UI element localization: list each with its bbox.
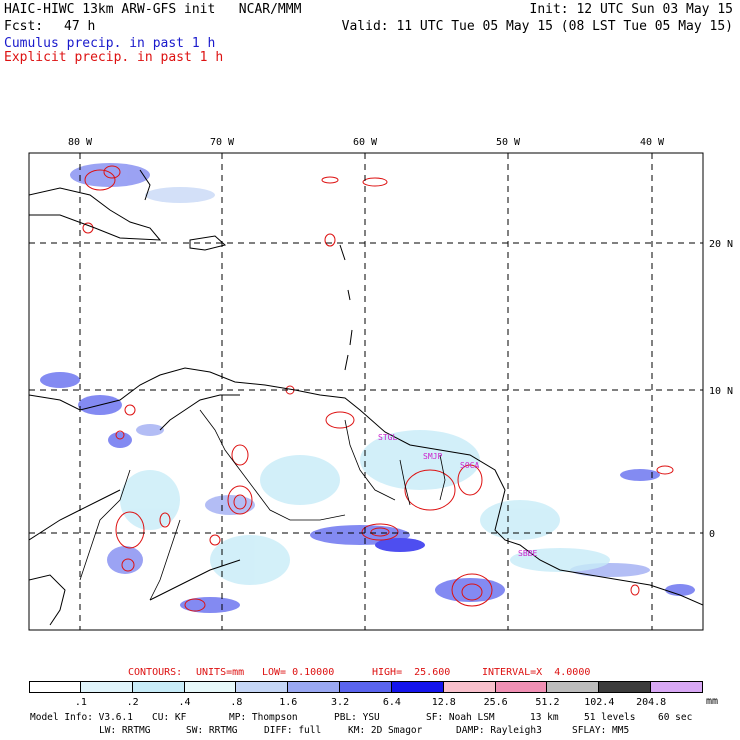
contours-label: CONTOURS: (128, 667, 183, 678)
country-borders (79, 409, 446, 601)
cumulus-legend: Cumulus precip. in past 1 h (4, 36, 216, 51)
lw-scheme: LW: RRTMG (99, 725, 151, 736)
time-step: 60 sec (658, 712, 693, 723)
explicit-precip-contours (82, 165, 674, 612)
lat-lon-grid (29, 153, 703, 630)
colorbar-label: 12.8 (431, 697, 456, 708)
lon-label: 80 W (68, 137, 93, 148)
colorbar-cell (184, 681, 237, 693)
sw-scheme: SW: RRTMG (186, 725, 238, 736)
lat-label: 0 (709, 529, 715, 540)
colorbar-cell (288, 681, 341, 693)
grid-spacing: 13 km (530, 712, 559, 723)
sf-scheme: SF: Noah LSM (426, 712, 495, 723)
lon-label: 40 W (640, 137, 665, 148)
contours-interval: INTERVAL=X 4.0000 (482, 667, 591, 678)
colorbar-cell (80, 681, 133, 693)
colorbar-cell (236, 681, 289, 693)
valid-time: Valid: 11 UTC Tue 05 May 15 (08 LST Tue … (341, 19, 733, 34)
lat-label: 10 N (709, 386, 733, 397)
colorbar-label: 204.8 (636, 697, 667, 708)
model-title: HAIC-HIWC 13km ARW-GFS init NCAR/MMM (4, 2, 302, 17)
colorbar-cell (391, 681, 444, 693)
explicit-legend: Explicit precip. in past 1 h (4, 50, 224, 65)
colorbar-label: 1.6 (279, 697, 298, 708)
colorbar-label: .4 (178, 697, 191, 708)
km-scheme: KM: 2D Smagor (348, 725, 423, 736)
forecast-hour: 47 h (64, 19, 96, 34)
station-label: STGL (378, 433, 397, 442)
vertical-levels: 51 levels (584, 712, 636, 723)
colorbar-cell (495, 681, 548, 693)
colorbar-label: .8 (230, 697, 243, 708)
map-content (29, 153, 703, 630)
colorbar-units: mm (706, 696, 719, 707)
lat-label: 20 N (709, 239, 733, 250)
station-labels: STGL SMJP SOCA SBBE (378, 433, 537, 558)
forecast-label: Fcst: (4, 19, 44, 34)
colorbar-cell (547, 681, 600, 693)
colorbar-cell (29, 681, 81, 693)
cu-scheme: CU: KF (152, 712, 187, 723)
colorbar-cell (599, 681, 652, 693)
colorbar-frame (29, 681, 703, 693)
init-time: Init: 12 UTC Sun 03 May 15 (529, 2, 734, 17)
lon-label: 60 W (353, 137, 378, 148)
colorbar-label: .2 (126, 697, 139, 708)
colorbar-label: 102.4 (584, 697, 615, 708)
cumulus-precip-areas (40, 163, 695, 613)
pbl-scheme: PBL: YSU (334, 712, 380, 723)
station-label: SMJP (423, 452, 442, 461)
longitude-labels: 80 W 70 W 60 W 50 W 40 W (68, 137, 665, 148)
colorbar-label: 3.2 (331, 697, 350, 708)
mp-scheme: MP: Thompson (229, 712, 298, 723)
damp-scheme: DAMP: Rayleigh3 (456, 725, 542, 736)
latitude-labels: 20 N 10 N 0 (709, 239, 733, 540)
lon-label: 50 W (496, 137, 521, 148)
model-version: Model Info: V3.6.1 (30, 712, 133, 723)
contours-high: HIGH= 25.600 (372, 667, 451, 678)
contours-low: LOW= 0.10000 (262, 667, 335, 678)
colorbar-label: 25.6 (483, 697, 508, 708)
lon-label: 70 W (210, 137, 235, 148)
diff-scheme: DIFF: full (264, 725, 322, 736)
contours-units: UNITS=mm (196, 667, 245, 678)
colorbar-cell (340, 681, 392, 693)
colorbar-label: .1 (74, 697, 87, 708)
coastlines (29, 169, 703, 626)
colorbar-label: 6.4 (382, 697, 401, 708)
colorbar-label: 51.2 (535, 697, 560, 708)
map-border (28, 152, 704, 631)
station-label: SOCA (460, 461, 479, 470)
station-label: SBBE (518, 549, 537, 558)
sflay-scheme: SFLAY: MM5 (572, 725, 630, 736)
colorbar-cell (443, 681, 496, 693)
colorbar-cell (132, 681, 185, 693)
